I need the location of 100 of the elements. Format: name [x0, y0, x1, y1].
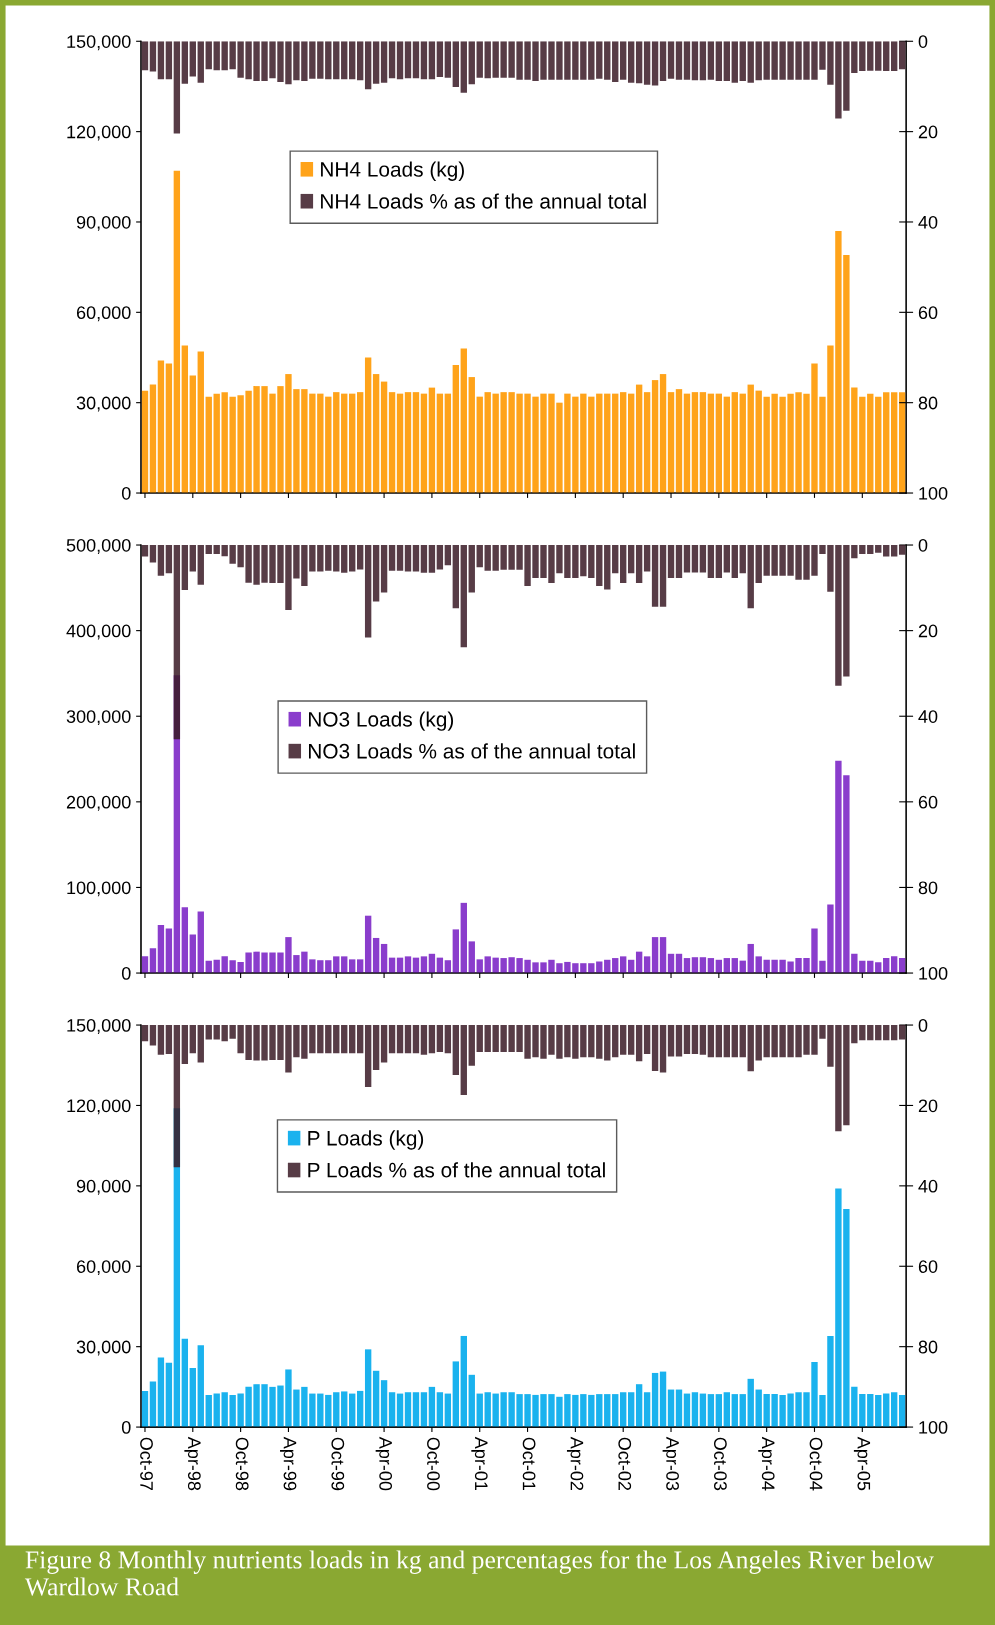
bar: [181, 1338, 189, 1428]
bar: [747, 1378, 754, 1428]
bar: [739, 41, 746, 82]
bar: [436, 1392, 444, 1428]
legend-label: NH4 Loads (kg): [321, 161, 464, 181]
bar: [341, 1025, 348, 1054]
bar: [620, 1392, 627, 1428]
bar: [436, 393, 444, 494]
bar: [404, 1025, 412, 1054]
x-tick-label: Apr-02: [566, 1436, 584, 1491]
bar: [651, 1025, 659, 1071]
bar: [420, 393, 428, 494]
y-tick-label: 60,000: [76, 306, 131, 322]
bar: [883, 41, 890, 72]
y2-tick-label: 100: [919, 966, 948, 980]
y-tick-label: 500,000: [66, 538, 131, 554]
bar: [372, 41, 380, 84]
bar: [476, 959, 483, 974]
legend-label: NO3 Loads % as of the annual total: [308, 743, 635, 759]
bar: [612, 393, 619, 494]
x-tick-label: Oct-00: [427, 1437, 440, 1491]
y2-tick-label: 100: [919, 486, 948, 500]
y-tick-label: 30,000: [76, 396, 131, 412]
bar: [643, 392, 651, 494]
y-tick-label: 300,000: [66, 710, 131, 726]
bar: [165, 1025, 173, 1054]
y2-tick-label: 0: [918, 538, 928, 552]
bar: [612, 1394, 619, 1428]
bar: [141, 41, 149, 71]
bar: [372, 545, 380, 602]
bar: [141, 956, 149, 974]
bar: [707, 393, 715, 494]
bar: [468, 545, 475, 593]
bar: [891, 545, 898, 557]
caption: Figure 8 Monthly nutrients loads in kg and percentages for the Los Angeles River below Wardlow Road: [24, 1550, 934, 1596]
y2-tick-label: 40: [918, 1179, 938, 1193]
bar: [635, 384, 643, 494]
bar: [612, 41, 619, 82]
bar: [205, 1394, 212, 1428]
bar: [691, 1392, 699, 1428]
bar: [747, 384, 754, 494]
bar: [635, 41, 643, 84]
x-tick-label: Apr-98: [184, 1436, 201, 1491]
bar: [604, 1025, 611, 1061]
bar: [428, 1025, 436, 1054]
bar: [476, 41, 483, 78]
bar: [420, 545, 428, 573]
bar: [181, 41, 189, 84]
bar: [436, 545, 444, 570]
bar: [341, 1391, 348, 1428]
x-tick-label: Apr-01: [471, 1436, 488, 1491]
bar: [205, 1025, 212, 1040]
bar: [380, 943, 388, 974]
x-tick-label: Oct-98: [235, 1437, 249, 1491]
y2-tick-label: 80: [918, 881, 938, 895]
y-tick-label: 0: [121, 486, 131, 500]
bar: [364, 915, 372, 974]
bar: [197, 41, 204, 83]
bar: [181, 907, 189, 974]
y2-tick-label: 60: [918, 306, 938, 320]
bar: [380, 1380, 388, 1428]
bar: [333, 1025, 340, 1054]
bar: [380, 545, 388, 593]
bar: [149, 384, 157, 494]
bar: [683, 1025, 691, 1054]
bar: [460, 41, 467, 93]
bar: [349, 41, 356, 80]
bar: [675, 1389, 683, 1428]
bar: [452, 365, 460, 494]
bar: [460, 902, 467, 974]
bar: [341, 956, 348, 974]
bar: [356, 1390, 364, 1428]
bar: [476, 545, 483, 568]
legend-label: P Loads % as of the annual total: [308, 1162, 605, 1178]
bar: [349, 1025, 356, 1054]
bar: [404, 956, 412, 974]
bar: [349, 1393, 356, 1428]
bar: [635, 1384, 643, 1428]
bar: [691, 545, 699, 573]
bar: [404, 545, 412, 572]
bar: [468, 41, 475, 85]
bar: [739, 545, 746, 574]
bar: [165, 545, 173, 574]
bar: [699, 1393, 707, 1428]
bar: [731, 392, 738, 494]
bar: [627, 545, 635, 574]
bar: [476, 1025, 483, 1052]
bar: [333, 956, 340, 974]
bar: [476, 396, 483, 494]
bar: [428, 387, 436, 494]
bar: [723, 396, 730, 494]
bar: [341, 393, 348, 494]
bar: [683, 41, 691, 80]
bar: [197, 1345, 204, 1428]
y-tick-label: 90,000: [76, 215, 131, 231]
bar: [643, 41, 651, 85]
bar: [165, 363, 173, 494]
bar: [197, 1025, 204, 1063]
bar: [356, 545, 364, 570]
x-tick-label: Apr-00: [375, 1436, 393, 1491]
